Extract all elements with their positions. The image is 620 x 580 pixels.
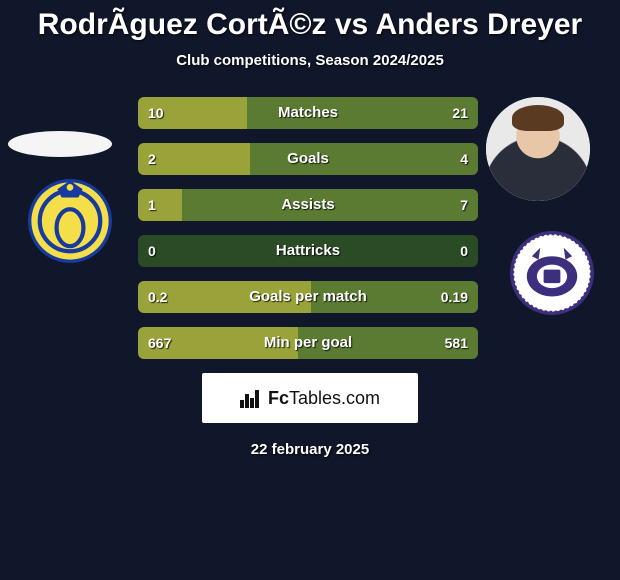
club-crest-right [510, 231, 594, 315]
stat-row: 17Assists [138, 189, 478, 221]
stat-row: 1021Matches [138, 97, 478, 129]
brand-badge: FcTables.com [202, 373, 418, 423]
stat-label: Goals [138, 143, 478, 175]
brand-bold: Fc [268, 388, 289, 408]
avatar-player-right [486, 97, 590, 201]
page-title: RodrÃ­guez CortÃ©z vs Anders Dreyer [0, 0, 620, 42]
stat-row: 24Goals [138, 143, 478, 175]
stat-row: 0.20.19Goals per match [138, 281, 478, 313]
brand-rest: Tables.com [289, 388, 380, 408]
brand-text: FcTables.com [268, 388, 380, 409]
club-crest-left [28, 179, 112, 263]
avatar-hair [512, 105, 564, 131]
stat-label: Hattricks [138, 235, 478, 267]
stat-label: Goals per match [138, 281, 478, 313]
comparison-panel: 1021Matches 24Goals 17Assists 00Hattricks 0.… [0, 97, 620, 359]
date-label: 22 february 2025 [0, 441, 620, 458]
avatar-player-left [8, 131, 112, 157]
stat-label: Assists [138, 189, 478, 221]
stat-label: Matches [138, 97, 478, 129]
subtitle: Club competitions, Season 2024/2025 [0, 52, 620, 69]
stat-label: Min per goal [138, 327, 478, 359]
brand-chart-icon [240, 388, 262, 408]
stat-row: 00Hattricks [138, 235, 478, 267]
stat-rows: 1021Matches 24Goals 17Assists 00Hattricks 0.… [138, 97, 478, 359]
stat-row: 667581Min per goal [138, 327, 478, 359]
